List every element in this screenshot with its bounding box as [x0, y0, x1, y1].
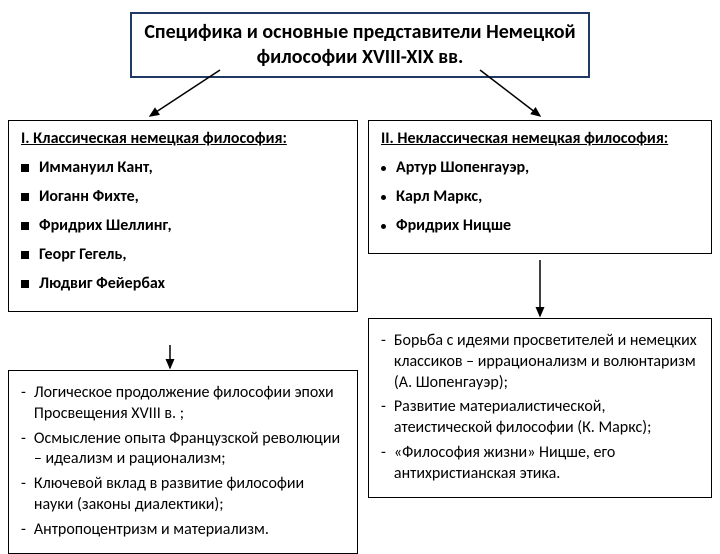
lower-right-text: Развитие материалистической, атеистическ…	[394, 397, 699, 439]
dash-icon: -	[381, 443, 386, 464]
left-item-label: Георг Гегель,	[39, 245, 126, 264]
left-item-label: Фридрих Шеллинг,	[39, 216, 172, 235]
lower-left-item: -Антропоцентризм и материализм.	[21, 520, 345, 541]
right-item: Фридрих Ницше	[381, 216, 699, 235]
left-item: Иоганн Фихте,	[21, 187, 345, 206]
dash-icon: -	[381, 331, 386, 352]
square-bullet-icon	[21, 164, 29, 172]
square-bullet-icon	[21, 251, 29, 259]
lower-left-item: -Ключевой вклад в развитие философии нау…	[21, 474, 345, 516]
right-item: Карл Маркс,	[381, 187, 699, 206]
lower-right-box: -Борьба с идеями просветителей и немецки…	[368, 318, 712, 498]
right-item: Артур Шопенгауэр,	[381, 158, 699, 177]
lower-right-item: -Борьба с идеями просветителей и немецки…	[381, 331, 699, 393]
square-bullet-icon	[21, 222, 29, 230]
dot-bullet-icon	[381, 224, 386, 229]
square-bullet-icon	[21, 193, 29, 201]
left-item: Фридрих Шеллинг,	[21, 216, 345, 235]
right-header: II. Неклассическая немецкая философия:	[381, 129, 699, 148]
left-item: Людвиг Фейербах	[21, 274, 345, 293]
dash-icon: -	[381, 397, 386, 418]
title-box: Специфика и основные представители Немец…	[130, 12, 590, 78]
dash-icon: -	[21, 429, 26, 450]
dash-icon: -	[21, 474, 26, 495]
lower-left-text: Антропоцентризм и материализм.	[34, 520, 269, 541]
dash-icon: -	[21, 383, 26, 404]
dash-icon: -	[21, 520, 26, 541]
square-bullet-icon	[21, 280, 29, 288]
dot-bullet-icon	[381, 166, 386, 171]
lower-right-item: -«Философия жизни» Ницше, его антихристи…	[381, 443, 699, 485]
lower-left-item: -Логическое продолжение философии эпохи …	[21, 383, 345, 425]
lower-right-text: Борьба с идеями просветителей и немецких…	[394, 331, 699, 393]
left-item: Иммануил Кант,	[21, 158, 345, 177]
lower-right-text: «Философия жизни» Ницше, его антихристиа…	[394, 443, 699, 485]
left-item-label: Иммануил Кант,	[39, 158, 153, 177]
left-item-label: Людвиг Фейербах	[39, 274, 165, 293]
lower-left-box: -Логическое продолжение философии эпохи …	[8, 370, 358, 554]
right-column: II. Неклассическая немецкая философия: А…	[368, 120, 712, 254]
lower-left-item: -Осмысление опыта Французской революции …	[21, 429, 345, 471]
right-item-label: Артур Шопенгауэр,	[396, 158, 529, 177]
lower-left-text: Осмысление опыта Французской революции –…	[34, 429, 345, 471]
lower-right-item: -Развитие материалистической, атеистичес…	[381, 397, 699, 439]
lower-left-text: Ключевой вклад в развитие философии наук…	[34, 474, 345, 516]
right-item-label: Фридрих Ницше	[396, 216, 511, 235]
title-text: Специфика и основные представители Немец…	[144, 20, 575, 69]
dot-bullet-icon	[381, 195, 386, 200]
left-item-label: Иоганн Фихте,	[39, 187, 139, 206]
left-header: I. Классическая немецкая философия:	[21, 129, 345, 148]
lower-left-text: Логическое продолжение философии эпохи П…	[34, 383, 345, 425]
left-item: Георг Гегель,	[21, 245, 345, 264]
right-item-label: Карл Маркс,	[396, 187, 482, 206]
left-column: I. Классическая немецкая философия: Имма…	[8, 120, 358, 312]
